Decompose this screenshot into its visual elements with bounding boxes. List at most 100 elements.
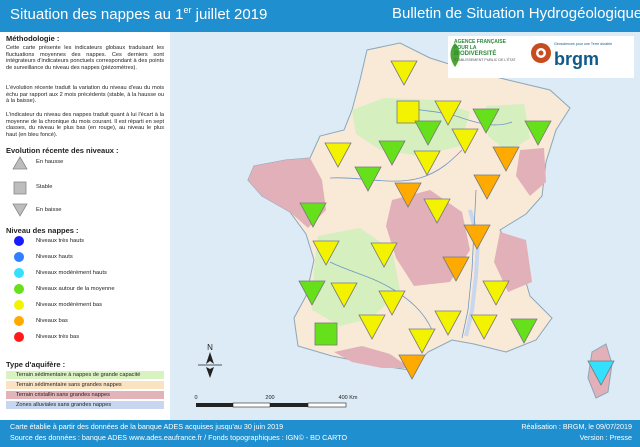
falling-marker [587, 360, 615, 386]
pyrenees-massif [334, 346, 410, 368]
aquifer-legend-label: Zones alluviales sans grandes nappes [16, 402, 112, 408]
level-legend-dot [14, 236, 24, 246]
scale-segment-2 [232, 402, 271, 408]
title-superscript: er [183, 5, 192, 15]
falling-marker [378, 140, 406, 166]
aquifer-legend-label: Terrain cristallin sans grandes nappes [16, 392, 110, 398]
ofb-line-3: BIODIVERSITÉ [454, 51, 497, 57]
trend-legend-down-label: En baisse [36, 207, 62, 213]
footer-version: Version : Presse [579, 433, 632, 442]
falling-marker [472, 108, 500, 134]
level-legend-label: Niveaux modérément bas [36, 302, 103, 308]
trend-legend-heading: Evolution récente des niveaux : [6, 146, 119, 155]
north-arrow-head [206, 352, 214, 364]
aquifer-legend-row: Zones alluviales sans grandes nappes [6, 401, 164, 409]
falling-marker [354, 166, 382, 192]
biodiversity-leaf-icon [450, 43, 460, 67]
aquifer-legend-heading: Type d'aquifère : [6, 360, 66, 369]
level-legend-dot [14, 284, 24, 294]
scale-segment-1 [196, 403, 233, 407]
level-legend-dot [14, 332, 24, 342]
ofb-line-2: POUR LA [454, 45, 477, 51]
vosges-massif [516, 148, 546, 196]
loire-river [329, 149, 463, 182]
triangle-down-icon [12, 203, 28, 217]
level-legend-dot [14, 300, 24, 310]
ofb-line-4: ÉTABLISSEMENT PUBLIC DE L'ÉTAT [454, 58, 516, 62]
falling-marker [398, 354, 426, 380]
level-legend-label: Niveaux hauts [36, 254, 73, 260]
falling-marker [434, 100, 462, 126]
level-legend-label: Niveaux modérément hauts [36, 270, 107, 276]
falling-marker [370, 242, 398, 268]
falling-marker [324, 142, 352, 168]
garonne-river [329, 261, 433, 331]
brgm-tagline: Géosciences pour une Terre durable [554, 42, 613, 46]
rhone-river [461, 189, 477, 339]
scale-label-0: 0 [194, 395, 197, 401]
alps-massif [494, 232, 532, 292]
logos-block: AGENCE FRANÇAISE POUR LA BIODIVERSITÉ ÉT… [448, 36, 634, 78]
scale-bar: 0 200 400 Km [194, 395, 358, 408]
trend-legend-stable-label: Stable [36, 184, 53, 190]
falling-marker [378, 290, 406, 316]
falling-marker [408, 328, 436, 354]
stable-marker [396, 100, 420, 124]
falling-marker [414, 120, 442, 146]
scale-label-400: 400 Km [339, 395, 358, 401]
level-legend-heading: Niveau des nappes : [6, 226, 79, 235]
falling-marker [463, 224, 491, 250]
falling-marker [473, 174, 501, 200]
title-main: Situation des nappes au 1 [10, 6, 184, 23]
page-title: Situation des nappes au 1er juillet 2019 [10, 5, 267, 23]
france-map: N 0 200 400 Km [170, 32, 640, 420]
falling-marker [390, 60, 418, 86]
header-banner: Situation des nappes au 1er juillet 2019… [0, 0, 640, 32]
page-subtitle: Bulletin de Situation Hydrogéologique [392, 5, 640, 22]
falling-marker [413, 150, 441, 176]
level-legend-dot [14, 316, 24, 326]
level-legend-label: Niveaux autour de la moyenne [36, 286, 115, 292]
north-label: N [207, 343, 213, 352]
falling-marker [434, 310, 462, 336]
ofb-logo-text: AGENCE FRANÇAISE POUR LA BIODIVERSITÉ ÉT… [454, 39, 516, 63]
falling-marker [510, 318, 538, 344]
footer-realisation: Réalisation : BRGM, le 09/07/2019 [521, 422, 632, 431]
aquifer-legend-row: Terrain cristallin sans grandes nappes [6, 391, 164, 399]
footer-banner: Carte établie à partir des données de la… [0, 420, 640, 447]
methodology-paragraph-1: Cette carte présente les indicateurs glo… [6, 45, 164, 71]
aquifer-legend-label: Terrain sédimentaire à nappes de grande … [16, 372, 141, 378]
markers-layer [298, 60, 615, 386]
brgm-logo-icon [531, 43, 551, 63]
triangle-up-icon [12, 156, 28, 170]
methodology-paragraph-3: L'indicateur du niveau des nappes tradui… [6, 112, 164, 138]
falling-marker [312, 240, 340, 266]
aquifer-legend-label: Terrain sédimentaire sans grandes nappes [16, 382, 122, 388]
brgm-logo-text: brgm [554, 49, 599, 69]
legend-panel: Méthodologie : Cette carte présente les … [0, 32, 170, 420]
north-arrow-tail [206, 367, 214, 378]
trend-legend-up-label: En hausse [36, 159, 64, 165]
level-legend-dot [14, 252, 24, 262]
stable-marker [314, 322, 338, 346]
aquifer-legend-row: Terrain sédimentaire à nappes de grande … [6, 371, 164, 379]
level-legend-label: Niveaux très hauts [36, 238, 85, 244]
methodology-paragraph-2: L'évolution récente traduit la variation… [6, 85, 164, 105]
level-legend-label: Niveaux bas [36, 318, 68, 324]
falling-marker [423, 198, 451, 224]
ofb-line-1: AGENCE FRANÇAISE [454, 39, 506, 45]
falling-marker [492, 146, 520, 172]
falling-marker [470, 314, 498, 340]
falling-marker [298, 280, 326, 306]
falling-marker [524, 120, 552, 146]
east-sedimentary-aquifer [486, 104, 530, 152]
level-legend-label: Niveaux très bas [36, 334, 80, 340]
falling-marker [330, 282, 358, 308]
falling-marker [394, 182, 422, 208]
square-icon [13, 181, 27, 195]
footer-line-1: Carte établie à partir des données de la… [10, 422, 284, 431]
falling-marker [482, 280, 510, 306]
methodology-heading: Méthodologie : [6, 34, 60, 43]
north-arrow: N [198, 343, 222, 378]
